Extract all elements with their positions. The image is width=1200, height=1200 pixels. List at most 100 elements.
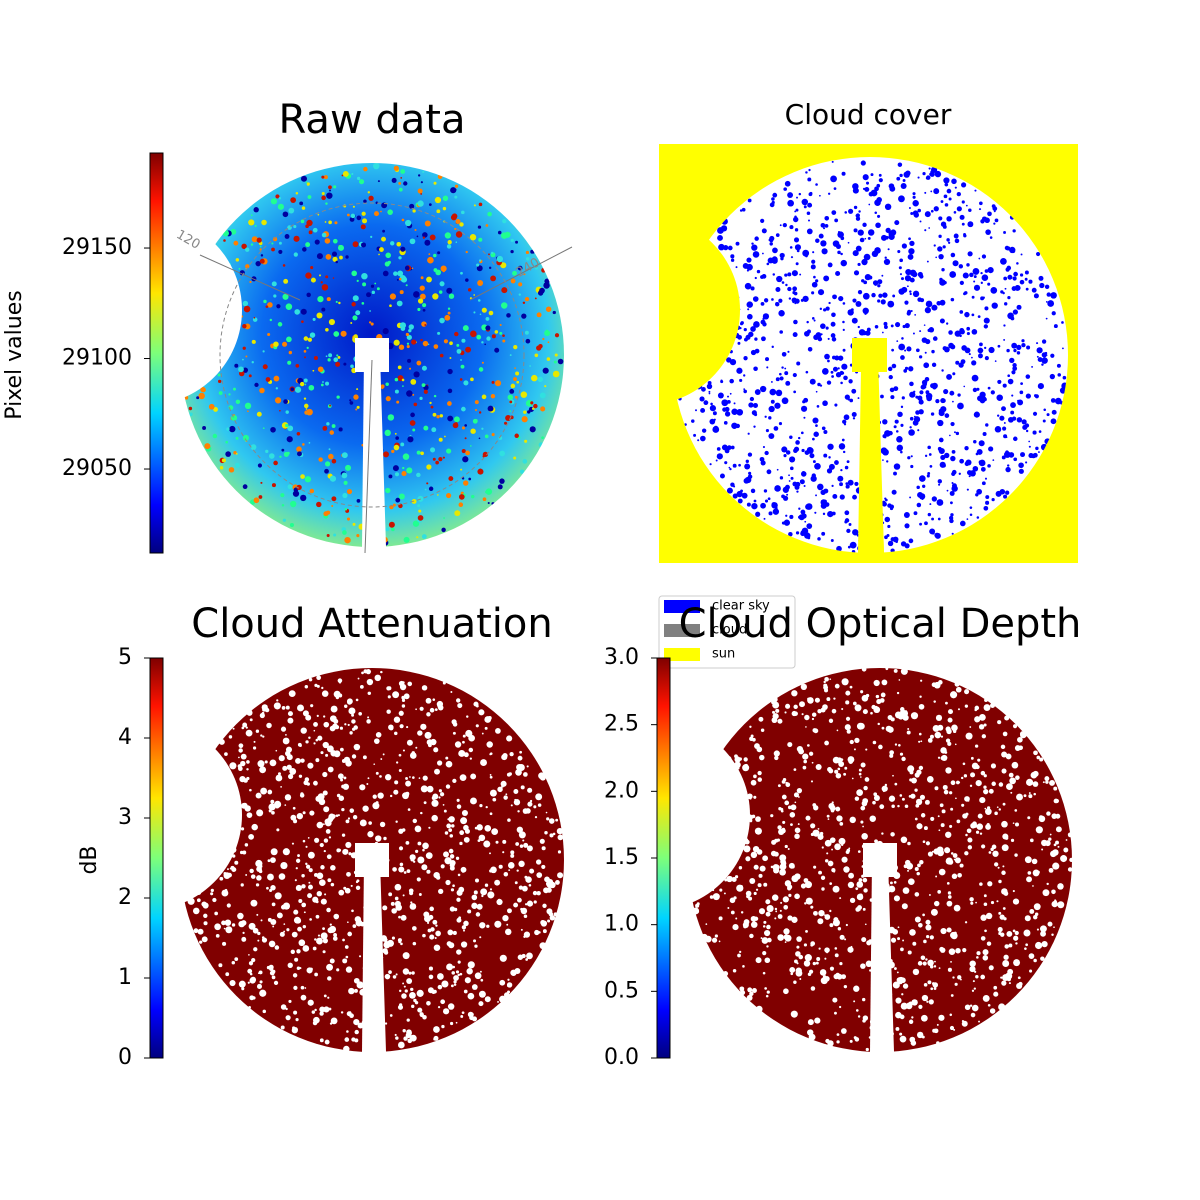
- speckle: [721, 858, 727, 865]
- speckle: [829, 923, 834, 928]
- speckle: [506, 313, 511, 318]
- speckle: [982, 955, 989, 961]
- speckle: [376, 334, 383, 341]
- speckle: [771, 700, 775, 705]
- speckle: [242, 850, 247, 855]
- speckle: [919, 794, 926, 800]
- speckle: [739, 322, 744, 326]
- speckle: [923, 983, 928, 987]
- speckle: [335, 814, 339, 817]
- speckle: [489, 888, 493, 891]
- speckle: [687, 312, 694, 319]
- speckle: [709, 463, 712, 466]
- speckle: [463, 752, 469, 758]
- speckle: [392, 975, 397, 979]
- speckle: [464, 828, 470, 834]
- speckle: [516, 826, 523, 833]
- legend-label: cloud: [712, 623, 747, 638]
- speckle: [701, 287, 704, 290]
- speckle: [971, 989, 975, 992]
- speckle: [1013, 271, 1018, 277]
- speckle: [351, 172, 354, 175]
- speckle: [774, 907, 778, 911]
- speckle: [833, 917, 839, 923]
- speckle: [716, 453, 723, 460]
- speckle: [840, 252, 843, 256]
- speckle: [344, 508, 348, 511]
- speckle: [873, 679, 880, 687]
- speckle: [990, 287, 998, 294]
- speckle: [535, 793, 543, 801]
- speckle: [727, 245, 733, 251]
- speckle: [460, 1015, 464, 1018]
- speckle: [700, 275, 703, 279]
- speckle: [926, 260, 929, 263]
- speckle: [412, 428, 416, 432]
- speckle: [395, 1036, 399, 1040]
- speckle: [242, 722, 248, 728]
- speckle: [203, 921, 208, 926]
- speckle: [518, 282, 523, 287]
- speckle: [805, 254, 808, 258]
- speckle: [1032, 411, 1038, 416]
- speckle: [845, 700, 850, 705]
- speckle: [345, 760, 352, 767]
- speckle: [850, 308, 854, 312]
- speckle: [234, 363, 239, 368]
- speckle: [713, 370, 715, 373]
- speckle: [910, 212, 914, 216]
- speckle: [1019, 279, 1025, 285]
- speckle: [976, 387, 980, 391]
- speckle: [1044, 284, 1050, 290]
- speckle: [929, 734, 934, 739]
- speckle: [1046, 292, 1051, 297]
- speckle: [347, 723, 350, 727]
- speckle: [975, 901, 977, 904]
- speckle: [854, 796, 860, 801]
- speckle: [981, 274, 989, 282]
- speckle: [756, 269, 761, 274]
- speckle: [736, 367, 743, 374]
- speckle: [558, 850, 561, 854]
- speckle: [438, 796, 441, 799]
- speckle: [802, 765, 807, 770]
- speckle: [1004, 715, 1010, 721]
- speckle: [477, 280, 484, 286]
- speckle: [868, 1036, 872, 1039]
- speckle: [862, 859, 866, 863]
- speckle: [965, 833, 968, 837]
- speckle: [384, 973, 391, 980]
- speckle: [323, 849, 326, 853]
- speckle: [1051, 933, 1054, 936]
- speckle: [1025, 429, 1029, 433]
- speckle: [323, 1006, 330, 1013]
- speckle: [279, 931, 285, 937]
- speckle: [692, 266, 699, 273]
- speckle: [742, 823, 748, 829]
- speckle: [254, 382, 259, 388]
- speckle: [950, 994, 954, 997]
- speckle: [265, 305, 269, 308]
- speckle: [927, 980, 932, 985]
- speckle: [883, 258, 891, 266]
- speckle: [313, 742, 316, 745]
- speckle: [811, 291, 815, 295]
- azimuth-line: [469, 246, 573, 301]
- speckle: [259, 245, 262, 248]
- speckle: [938, 437, 944, 443]
- speckle: [230, 834, 237, 841]
- speckle: [260, 734, 263, 737]
- speckle: [805, 503, 811, 510]
- speckle: [983, 723, 987, 727]
- speckle: [784, 273, 788, 277]
- speckle: [946, 900, 953, 907]
- speckle: [458, 502, 464, 508]
- speckle: [984, 698, 988, 702]
- speckle: [997, 866, 1000, 869]
- speckle: [406, 739, 413, 746]
- speckle: [290, 500, 297, 508]
- speckle: [901, 903, 908, 910]
- speckle: [746, 269, 749, 272]
- speckle: [687, 317, 692, 321]
- speckle: [890, 395, 895, 400]
